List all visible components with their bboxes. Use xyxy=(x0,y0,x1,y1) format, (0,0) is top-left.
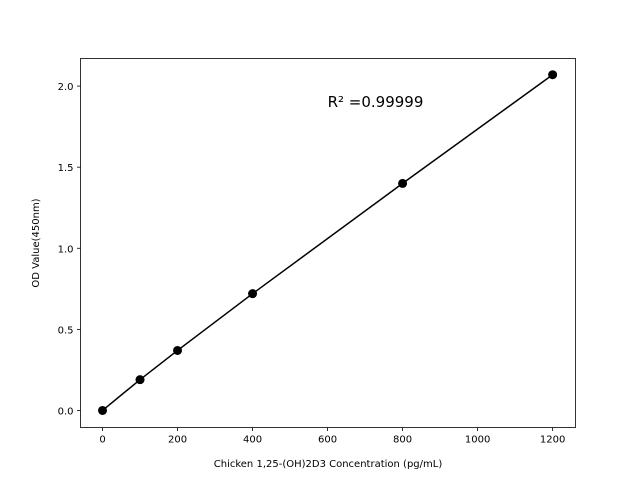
y-axis-label: OD Value(450nm) xyxy=(31,198,42,287)
x-tick-label: 1200 xyxy=(540,435,565,446)
plot-frame xyxy=(80,58,576,428)
x-tick-label: 400 xyxy=(243,435,262,446)
x-tick-label: 0 xyxy=(99,435,105,446)
x-tick-label: 1000 xyxy=(465,435,490,446)
data-point xyxy=(98,405,108,415)
data-point xyxy=(548,70,558,80)
y-tick-label: 1.0 xyxy=(58,244,74,255)
data-point xyxy=(173,345,183,355)
x-tick-label: 800 xyxy=(393,435,412,446)
y-tick-label: 2.0 xyxy=(58,82,74,93)
y-tick-label: 0.5 xyxy=(58,325,74,336)
x-tick-label: 600 xyxy=(318,435,337,446)
data-point xyxy=(248,289,258,299)
data-point xyxy=(135,375,145,385)
r-squared-annotation: R² =0.99999 xyxy=(328,93,424,111)
x-tick-label: 200 xyxy=(168,435,187,446)
x-axis-label: Chicken 1,25-(OH)2D3 Concentration (pg/m… xyxy=(214,459,443,470)
series-line xyxy=(102,74,554,412)
y-tick-label: 0.0 xyxy=(58,406,74,417)
data-point xyxy=(398,178,408,188)
y-tick-label: 1.5 xyxy=(58,163,74,174)
